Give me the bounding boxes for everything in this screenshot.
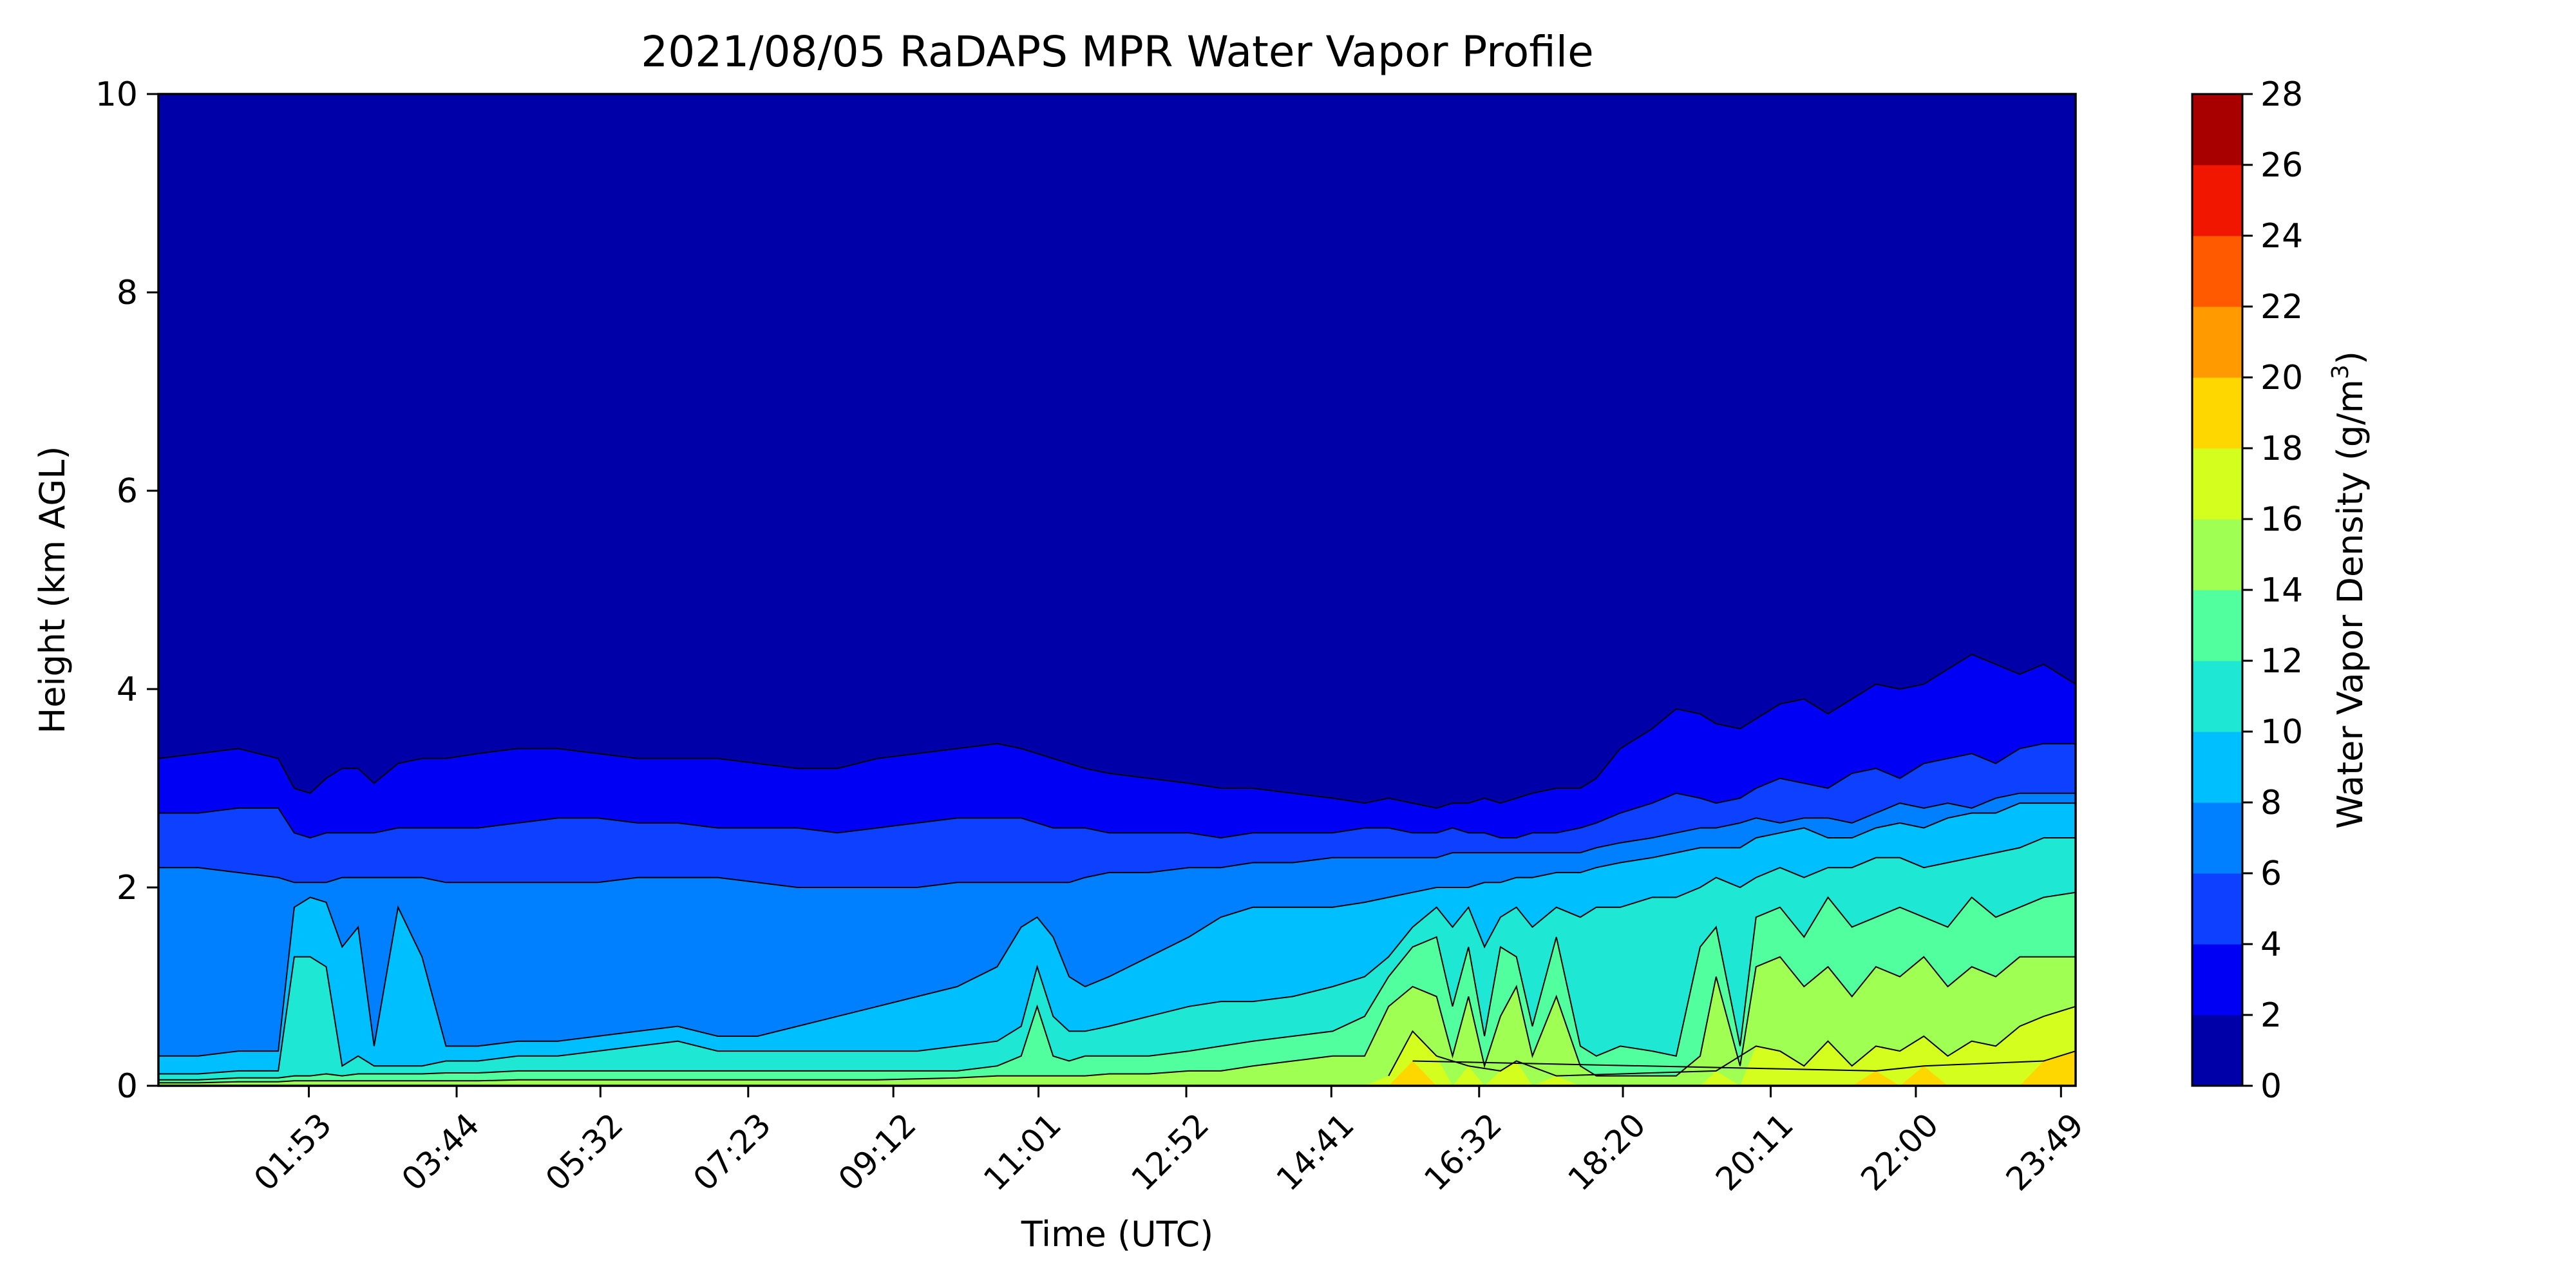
colorbar-tick-label: 12 — [2260, 642, 2303, 681]
colorbar-swatch — [2192, 944, 2242, 1016]
colorbar-swatch — [2192, 661, 2242, 732]
colorbar-tick-label: 0 — [2260, 1067, 2282, 1106]
colorbar-swatch — [2192, 236, 2242, 307]
colorbar-swatch — [2192, 448, 2242, 520]
x-tick-label: 01:53 — [247, 1106, 339, 1198]
colorbar-swatch — [2192, 802, 2242, 874]
colorbar-label-close: ) — [2330, 351, 2371, 365]
colorbar-tick-label: 26 — [2260, 146, 2303, 185]
y-tick-label: 2 — [117, 869, 138, 907]
colorbar-swatch — [2192, 873, 2242, 945]
contour-line-6 — [158, 792, 2076, 888]
colorbar-tick-label: 10 — [2260, 713, 2303, 752]
x-tick-label: 11:01 — [976, 1106, 1068, 1198]
y-tick-label: 6 — [117, 472, 138, 511]
contour-band-18 — [158, 1051, 2076, 1086]
x-tick-label: 18:20 — [1561, 1106, 1653, 1198]
colorbar-swatch — [2192, 307, 2242, 378]
x-tick-label: 20:11 — [1709, 1106, 1801, 1198]
x-tick-label: 12:52 — [1124, 1106, 1217, 1198]
colorbar-tick-label: 22 — [2260, 288, 2303, 327]
x-tick-label: 07:23 — [686, 1106, 778, 1198]
x-axis: 01:53 03:44 05:32 07:23 09:12 11:01 12:52 14:41… — [247, 1086, 2091, 1198]
x-tick-label: 03:44 — [395, 1106, 487, 1198]
colorbar-swatch — [2192, 377, 2242, 449]
plot-area — [157, 93, 2077, 1087]
contour-line-10 — [158, 837, 2076, 1075]
colorbar-tick-label: 2 — [2260, 996, 2282, 1035]
colorbar-tick-label: 6 — [2260, 855, 2282, 893]
contour-band-10 — [158, 838, 2076, 1086]
contour-fills — [158, 654, 2076, 1086]
colorbar-swatch — [2192, 519, 2242, 591]
y-tick-label: 0 — [117, 1067, 138, 1106]
contour-line-18 — [1412, 1050, 2076, 1072]
x-tick-label: 09:12 — [831, 1106, 923, 1198]
contour-lines — [158, 653, 2076, 1084]
x-tick-label: 22:00 — [1854, 1106, 1946, 1198]
x-axis-label: Time (UTC) — [1021, 1214, 1214, 1255]
y-axis: 0 2 4 6 8 10 — [95, 75, 158, 1106]
chart-title: 2021/08/05 RaDAPS MPR Water Vapor Profil… — [641, 27, 1593, 77]
y-tick-label: 4 — [117, 670, 138, 709]
colorbar-label: Water Vapor Density (g/m3) — [2327, 351, 2371, 829]
colorbar-swatch — [2192, 1015, 2242, 1086]
colorbar-swatch — [2192, 165, 2242, 236]
contour-line-12 — [158, 891, 2076, 1081]
y-tick-label: 8 — [117, 274, 138, 312]
contour-line-8 — [158, 802, 2076, 1057]
x-tick-label: 23:49 — [1999, 1106, 2091, 1198]
y-axis-label: Height (km AGL) — [32, 446, 73, 734]
contour-line-2 — [158, 653, 2076, 809]
colorbar-swatch — [2192, 732, 2242, 803]
colorbar-tick-label: 18 — [2260, 430, 2303, 468]
colorbar-tick-label: 4 — [2260, 925, 2282, 964]
plot-frame — [157, 93, 2077, 1087]
x-tick-label: 14:41 — [1269, 1106, 1361, 1198]
contour-line-16 — [1388, 1005, 2076, 1077]
colorbar-tick-label: 14 — [2260, 571, 2303, 610]
colorbar-tick-label: 20 — [2260, 359, 2303, 397]
y-tick-label: 10 — [95, 75, 138, 114]
colorbar-tick-label: 16 — [2260, 500, 2303, 539]
colorbar-label-main: Water Vapor Density (g/m — [2330, 379, 2371, 829]
colorbar-swatch — [2192, 590, 2242, 661]
x-tick-label: 16:32 — [1417, 1106, 1509, 1198]
colorbar-tick-label: 28 — [2260, 75, 2303, 114]
colorbar-label-superscript: 3 — [2327, 365, 2354, 379]
colorbar-swatch — [2192, 94, 2242, 166]
contour-line-4 — [158, 743, 2076, 839]
x-tick-label: 05:32 — [538, 1106, 630, 1198]
colorbar-tick-label: 8 — [2260, 784, 2282, 822]
colorbar-tick-label: 24 — [2260, 217, 2303, 256]
contour-line-14 — [158, 956, 2076, 1084]
